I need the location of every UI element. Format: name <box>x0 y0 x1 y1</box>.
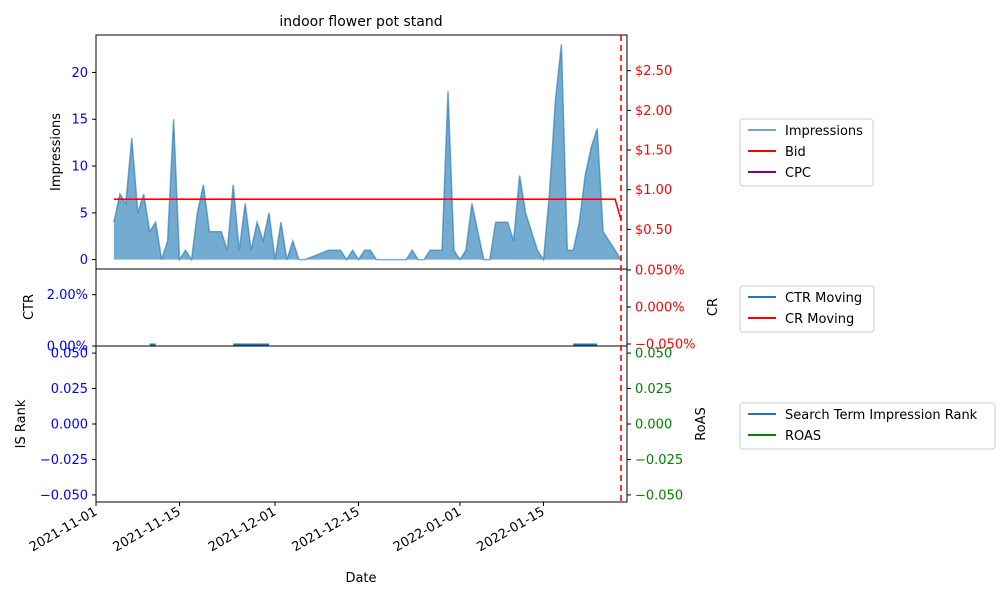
bid-y-tick-label: $2.50 <box>635 64 672 79</box>
ctr-y-tick-label: 2.00% <box>47 288 88 303</box>
legend-label-impressions: Impressions <box>785 124 863 139</box>
impressions-y-tick-label: 0 <box>80 253 88 268</box>
is-rank-axis-label: IS Rank <box>14 399 29 448</box>
legend-box <box>739 402 996 450</box>
is-rank-y-axis: −0.050 −0.025 0.000 0.025 0.050 <box>40 347 96 503</box>
is-rank-legend: Search Term Impression Rank ROAS <box>739 402 996 450</box>
ctr-axis-label: CTR <box>22 294 37 320</box>
impressions-y-tick-label: 15 <box>71 113 88 128</box>
bid-y-tick-label: $2.00 <box>635 104 672 119</box>
is-rank-y-tick-label: −0.025 <box>40 453 88 468</box>
impressions-plot-area <box>113 44 622 262</box>
impressions-y-tick-label: 10 <box>71 160 88 175</box>
impressions-y-axis: 0 5 10 15 20 <box>71 66 96 268</box>
chart-title: indoor flower pot stand <box>279 14 442 30</box>
roas-y-tick-label: 0.000 <box>635 418 672 433</box>
bid-y-axis: $0.50 $1.00 $1.50 $2.00 $2.50 <box>627 64 672 238</box>
cr-axis-label: CR <box>706 298 721 316</box>
is-rank-y-tick-label: 0.000 <box>51 418 88 433</box>
cr-y-axis: −0.050% 0.000% 0.050% <box>627 264 695 353</box>
ctr-y-tick-label: 0.00% <box>47 340 88 355</box>
is-rank-y-tick-label: 0.025 <box>51 382 88 397</box>
legend-label-cr-moving: CR Moving <box>785 312 854 327</box>
roas-y-axis: −0.050 −0.025 0.000 0.025 0.050 <box>627 347 683 503</box>
cr-y-tick-label: 0.000% <box>635 301 685 316</box>
roas-y-tick-label: 0.050 <box>635 347 672 362</box>
bid-y-tick-label: $0.50 <box>635 223 672 238</box>
is-rank-y-tick-label: 0.050 <box>51 347 88 362</box>
date-axis-label: Date <box>345 571 376 586</box>
roas-y-tick-label: −0.025 <box>635 453 683 468</box>
legend-box <box>739 118 874 187</box>
legend-label-roas: ROAS <box>785 429 821 444</box>
cr-y-tick-label: −0.050% <box>635 338 695 353</box>
legend-label-ctr-moving: CTR Moving <box>785 291 862 306</box>
roas-axis-label: RoAS <box>694 407 709 441</box>
legend-label-bid: Bid <box>785 145 806 160</box>
cr-y-tick-label: 0.050% <box>635 264 685 279</box>
impressions-line <box>113 44 622 262</box>
bid-y-tick-label: $1.00 <box>635 183 672 198</box>
impressions-axis-label: Impressions <box>49 113 64 191</box>
ctr-y-axis: 0.00% 2.00% <box>47 288 96 355</box>
bid-line <box>113 198 622 221</box>
roas-y-tick-label: −0.050 <box>635 488 683 503</box>
legend-label-cpc: CPC <box>785 166 811 181</box>
ctr-legend: CTR Moving CR Moving <box>739 285 875 333</box>
impressions-legend: Impressions Bid CPC <box>739 118 874 187</box>
legend-label-is-rank: Search Term Impression Rank <box>785 408 978 423</box>
roas-y-tick-label: 0.025 <box>635 382 672 397</box>
impressions-y-tick-label: 5 <box>80 206 88 221</box>
bid-y-tick-label: $1.50 <box>635 144 672 159</box>
is-rank-y-tick-label: −0.050 <box>40 488 88 503</box>
impressions-panel: indoor flower pot stand 0 5 10 15 20 $0.50 $1… <box>49 14 672 270</box>
impressions-y-tick-label: 20 <box>71 66 88 81</box>
